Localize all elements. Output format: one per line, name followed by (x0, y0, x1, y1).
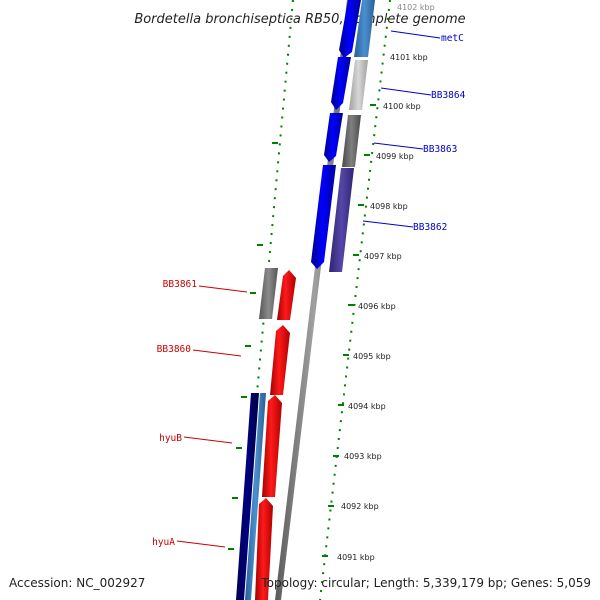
gene-metC[interactable] (354, 0, 375, 57)
label-metC[interactable]: metC (441, 33, 464, 44)
gene-reverse-steel[interactable] (245, 393, 266, 600)
gene-hyuA[interactable] (255, 498, 273, 600)
label-BB3862[interactable]: BB3862 (413, 222, 447, 233)
gene-BB3864[interactable] (349, 60, 368, 110)
gene-reverse-red-1[interactable] (277, 270, 296, 320)
inner-ruler (319, 0, 391, 600)
scale-label-4101: 4101 kbp (390, 53, 428, 62)
gene-forward-blue-3[interactable] (324, 113, 343, 162)
map-title: Bordetella bronchiseptica RB50, complete… (134, 12, 465, 27)
scale-labels: 4102 kbp 4101 kbp 4100 kbp 4099 kbp 4098… (337, 3, 435, 562)
scale-label-4093: 4093 kbp (344, 452, 382, 461)
label-BB3863[interactable]: BB3863 (423, 144, 457, 155)
scale-label-4096: 4096 kbp (358, 302, 396, 311)
genome-summary-text: Topology: circular; Length: 5,339,179 bp… (260, 576, 591, 590)
label-hyuB[interactable]: hyuB (159, 433, 182, 444)
label-BB3864[interactable]: BB3864 (431, 90, 466, 101)
gene-forward-blue-1[interactable] (339, 0, 361, 58)
label-hyuA[interactable]: hyuA (152, 537, 175, 548)
outer-ruler (237, 0, 294, 600)
label-BB3860[interactable]: BB3860 (157, 344, 192, 355)
gene-BB3860[interactable] (270, 325, 290, 395)
label-BB3861[interactable]: BB3861 (163, 279, 198, 290)
reverse-gene-labels: BB3861 BB3860 hyuB hyuA (152, 279, 248, 548)
scale-label-4097: 4097 kbp (364, 252, 402, 261)
gene-BB3863[interactable] (342, 115, 361, 167)
ruler-major-ticks (228, 104, 376, 557)
scale-label-4099: 4099 kbp (376, 152, 414, 161)
forward-gene-labels: metC BB3864 BB3863 BB3862 (362, 30, 466, 233)
gene-forward-blue-4[interactable] (311, 165, 336, 269)
gene-hyuB[interactable] (262, 395, 282, 497)
scale-label-4098: 4098 kbp (370, 202, 408, 211)
scale-label-4091: 4091 kbp (337, 553, 375, 562)
gene-BB3862[interactable] (329, 168, 354, 272)
scale-label-4094: 4094 kbp (348, 402, 386, 411)
gene-reverse-navy[interactable] (236, 393, 259, 600)
scale-label-4102: 4102 kbp (397, 3, 435, 12)
scale-label-4095: 4095 kbp (353, 352, 391, 361)
accession-text: Accession: NC_002927 (9, 576, 145, 590)
scale-label-4100: 4100 kbp (383, 102, 421, 111)
forward-gene-track (311, 0, 375, 272)
gene-forward-blue-2[interactable] (331, 57, 351, 110)
gene-BB3861[interactable] (259, 268, 278, 319)
scale-label-4092: 4092 kbp (341, 502, 379, 511)
reverse-gene-track (236, 268, 296, 600)
